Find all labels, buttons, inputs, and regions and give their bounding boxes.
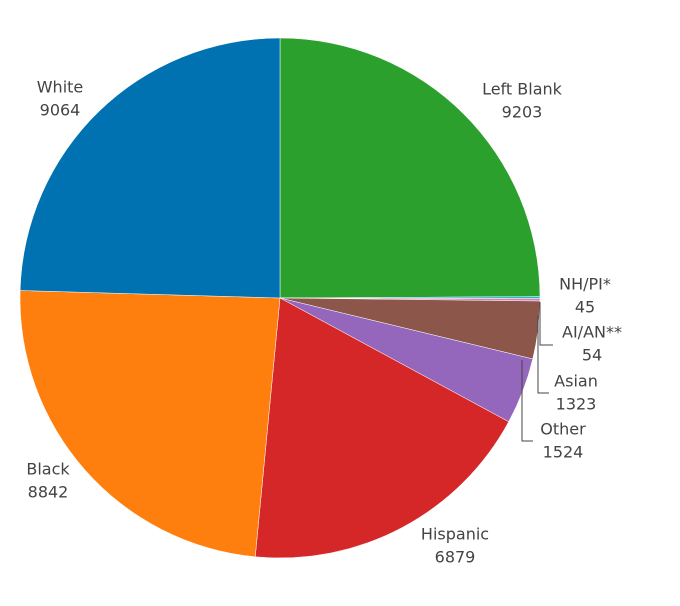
leader-line [539,302,553,346]
slice-label: Other [540,420,586,439]
slice-value: 9203 [502,103,543,122]
slice-value: 9064 [40,101,81,120]
leader-line [521,360,533,442]
pie-slice [19,290,281,558]
slice-label: Hispanic [421,525,489,544]
leader-line [537,316,549,394]
slice-label: Left Blank [482,80,563,99]
slice-label: Asian [554,372,598,391]
slice-value: 8842 [28,483,69,502]
slice-label: NH/PI* [559,275,611,294]
slice-label: Black [26,460,70,479]
pie-slice [279,37,541,299]
slice-value: 45 [575,298,595,317]
slice-label: AI/AN** [562,323,622,342]
slice-label: White [37,78,84,97]
pie-slice [254,297,510,559]
slice-value: 6879 [435,548,476,567]
pie-slice [19,37,281,299]
slice-value: 54 [582,346,602,365]
slice-value: 1323 [556,395,597,414]
slice-value: 1524 [543,443,584,462]
